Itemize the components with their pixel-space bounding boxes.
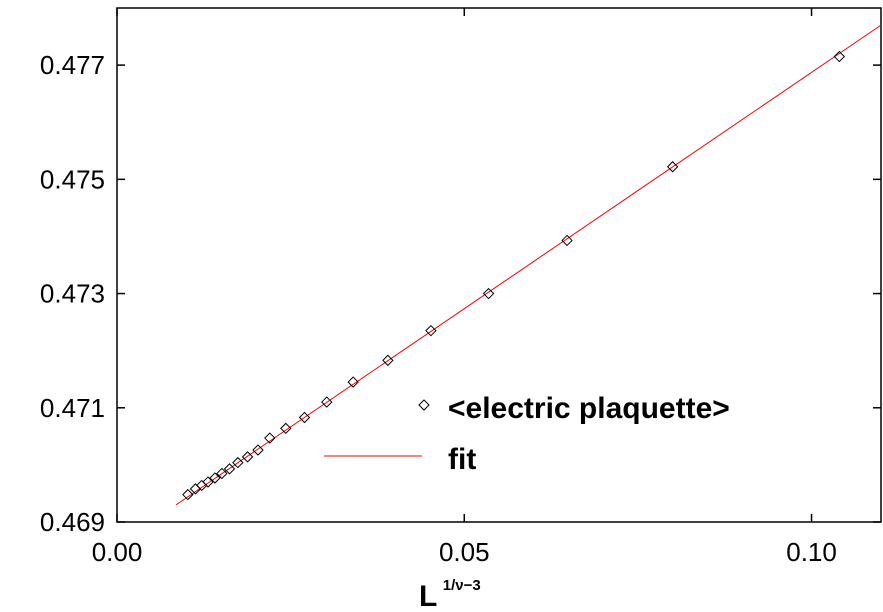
data-point bbox=[252, 444, 264, 456]
y-tick-label: 0.473 bbox=[40, 279, 105, 309]
data-point bbox=[182, 488, 194, 501]
data-point bbox=[666, 161, 679, 173]
data-point bbox=[425, 324, 437, 337]
fit-line bbox=[175, 24, 882, 506]
data-points-layer bbox=[182, 50, 846, 501]
data-point bbox=[209, 472, 221, 484]
fit-line-layer bbox=[175, 24, 882, 506]
legend-label-electric-plaquette: <electric plaquette> bbox=[448, 392, 730, 425]
x-tick-label: 0.05 bbox=[439, 537, 490, 567]
x-tick-label: 0.10 bbox=[786, 537, 837, 567]
data-point bbox=[482, 287, 495, 300]
data-point bbox=[280, 422, 292, 435]
data-point bbox=[382, 354, 394, 367]
legend: <electric plaquette> fit bbox=[324, 392, 730, 476]
x-axis-label: L 1/ν−3 bbox=[419, 577, 481, 612]
data-point bbox=[232, 456, 244, 469]
data-point bbox=[241, 451, 254, 463]
data-point bbox=[202, 476, 214, 488]
x-tick-label: 0.00 bbox=[92, 537, 143, 567]
data-point bbox=[833, 50, 846, 63]
legend-label-fit: fit bbox=[448, 443, 476, 476]
data-point bbox=[347, 376, 359, 388]
data-point bbox=[264, 432, 276, 444]
data-point bbox=[561, 234, 573, 247]
y-tick-label: 0.475 bbox=[40, 164, 105, 194]
y-tick-label: 0.477 bbox=[40, 50, 105, 80]
y-tick-label: 0.471 bbox=[40, 393, 105, 423]
data-point bbox=[223, 463, 236, 475]
x-axis-label-base: L bbox=[419, 580, 437, 612]
y-tick-label: 0.469 bbox=[40, 507, 105, 537]
y-axis: 0.469 0.471 0.473 0.475 0.477 bbox=[40, 50, 881, 537]
data-point bbox=[321, 396, 333, 408]
data-point bbox=[298, 411, 311, 424]
x-axis: 0.00 0.05 0.10 bbox=[92, 8, 837, 567]
data-point bbox=[216, 467, 228, 480]
plot-frame bbox=[116, 7, 882, 523]
x-axis-label-superscript: 1/ν−3 bbox=[443, 577, 481, 594]
legend-marker-diamond bbox=[418, 399, 430, 411]
